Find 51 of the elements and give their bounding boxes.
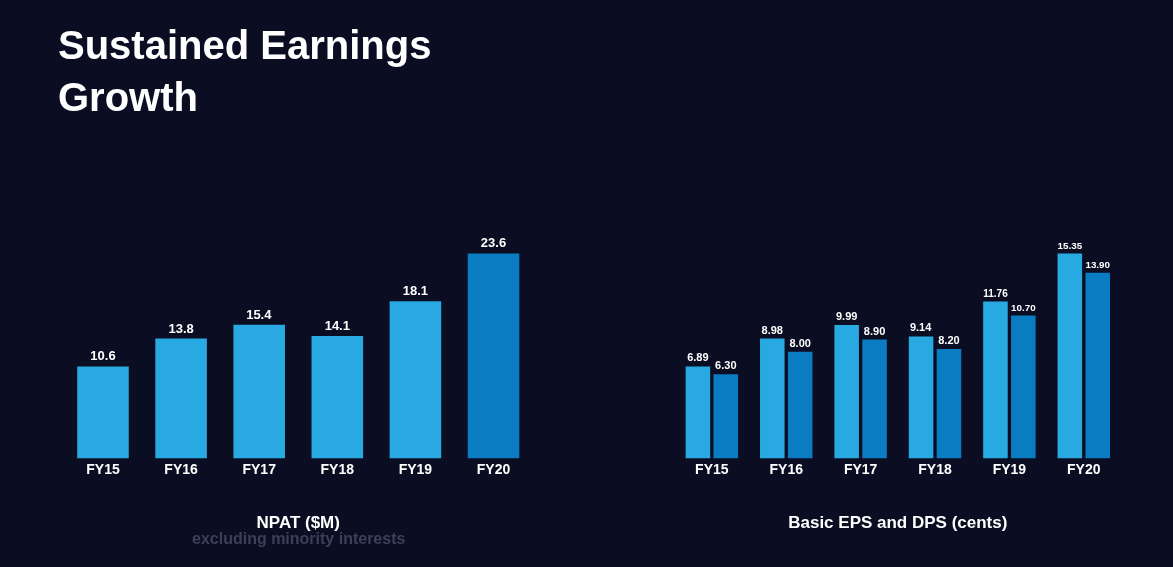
bar <box>1085 272 1110 459</box>
bar <box>233 324 285 459</box>
x-tick-label: FY20 <box>1067 460 1101 477</box>
x-tick-label: FY18 <box>918 460 952 477</box>
x-tick-label: FY20 <box>476 460 511 477</box>
data-label: 10.6 <box>90 348 116 364</box>
bar <box>1057 253 1083 459</box>
bar <box>713 374 739 459</box>
data-label: 13.90 <box>1085 259 1111 271</box>
data-label: 15.4 <box>246 306 273 322</box>
x-tick-label: FY16 <box>164 460 199 477</box>
data-label: 8.20 <box>938 333 960 346</box>
bar <box>834 325 859 459</box>
data-label: 8.00 <box>789 336 811 349</box>
x-tick-label: FY19 <box>992 460 1027 477</box>
x-tick-label: FY15 <box>695 460 729 477</box>
x-tick-label: FY17 <box>843 460 878 477</box>
x-tick-label: FY15 <box>86 460 120 477</box>
data-label: 6.89 <box>687 351 709 364</box>
bar <box>760 338 785 459</box>
x-tick-label: FY16 <box>769 460 804 477</box>
bar <box>467 253 520 459</box>
bar <box>155 338 207 459</box>
bar <box>311 335 364 459</box>
data-label: 13.8 <box>168 320 194 336</box>
data-label: 15.35 <box>1057 239 1083 251</box>
bar <box>787 351 813 459</box>
data-label: 23.6 <box>480 235 507 251</box>
data-label: 9.99 <box>835 310 858 323</box>
data-label: 18.1 <box>402 283 429 299</box>
x-tick-label: FY18 <box>320 460 355 477</box>
data-label: 10.70 <box>1011 301 1037 313</box>
x-tick-label: FY19 <box>398 460 433 477</box>
x-axis-title: NPAT ($M) <box>256 512 340 532</box>
bar <box>389 301 442 459</box>
data-label: 6.30 <box>715 359 737 372</box>
bar <box>983 301 1008 459</box>
bar <box>685 366 711 459</box>
bar <box>908 336 934 459</box>
chart-title: Sustained Earnings Growth <box>58 23 432 119</box>
data-label: 9.14 <box>909 321 933 334</box>
bar <box>862 339 887 459</box>
bar <box>936 348 962 459</box>
bar <box>77 366 129 459</box>
x-axis-title: Basic EPS and DPS (cents) <box>788 512 1008 532</box>
bar <box>1011 315 1036 459</box>
data-label: 8.90 <box>863 324 886 337</box>
data-label: 8.98 <box>761 323 783 336</box>
data-label: 11.76 <box>983 287 1009 299</box>
data-label: 14.1 <box>324 317 350 333</box>
x-tick-label: FY17 <box>242 460 277 477</box>
